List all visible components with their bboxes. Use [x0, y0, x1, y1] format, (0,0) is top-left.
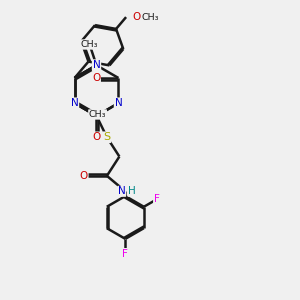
Text: O: O: [80, 171, 88, 181]
Text: S: S: [103, 132, 110, 142]
Text: N: N: [118, 186, 126, 196]
Text: H: H: [128, 186, 136, 196]
Text: F: F: [154, 194, 160, 204]
Text: CH₃: CH₃: [80, 40, 98, 49]
Text: N: N: [115, 98, 122, 108]
Text: O: O: [132, 12, 141, 22]
Text: N: N: [93, 60, 101, 70]
Text: N: N: [71, 98, 79, 108]
Text: N: N: [93, 60, 101, 70]
Text: O: O: [92, 73, 100, 83]
Text: CH₃: CH₃: [89, 110, 106, 119]
Text: O: O: [92, 132, 101, 142]
Text: F: F: [122, 249, 128, 259]
Text: CH₃: CH₃: [142, 13, 159, 22]
